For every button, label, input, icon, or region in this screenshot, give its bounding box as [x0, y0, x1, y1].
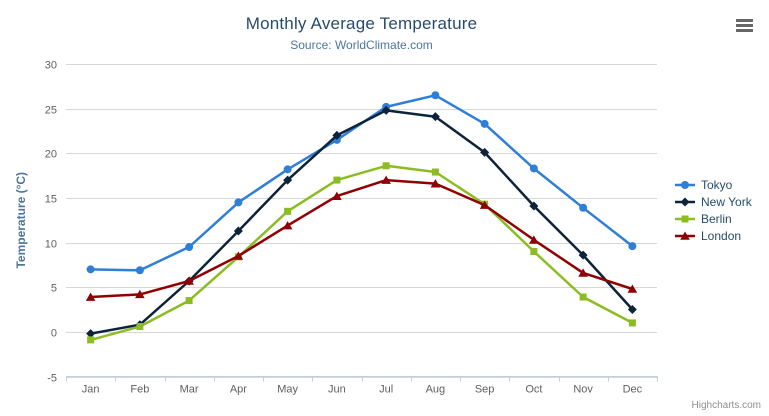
- hamburger-icon: [736, 29, 753, 32]
- series-new-york: [86, 105, 637, 339]
- y-tick-label: 10: [45, 239, 57, 251]
- data-point-marker[interactable]: [479, 200, 490, 209]
- data-point-marker[interactable]: [579, 293, 587, 301]
- series-line: [89, 109, 634, 335]
- data-point-marker[interactable]: [233, 251, 244, 260]
- data-point-marker[interactable]: [480, 147, 490, 157]
- x-tick-label: Apr: [230, 384, 247, 396]
- data-point-marker[interactable]: [382, 162, 390, 170]
- legend-item-tokyo[interactable]: Tokyo: [674, 177, 752, 192]
- data-point-marker[interactable]: [87, 336, 95, 344]
- data-point-marker[interactable]: [627, 284, 638, 293]
- data-point-marker[interactable]: [86, 329, 96, 339]
- y-tick-label: 5: [51, 283, 57, 295]
- x-tick-label: Jul: [379, 384, 393, 396]
- data-point-marker[interactable]: [529, 235, 539, 244]
- triangle-legend-marker-icon: [675, 231, 695, 240]
- data-point-marker[interactable]: [578, 250, 588, 260]
- series-london: [85, 175, 638, 301]
- data-point-marker[interactable]: [135, 266, 144, 275]
- data-point-marker[interactable]: [578, 268, 588, 277]
- data-point-marker[interactable]: [430, 112, 440, 122]
- legend: Tokyo New York Berlin London: [674, 177, 752, 243]
- data-point-marker[interactable]: [136, 323, 144, 330]
- x-tick-label: May: [277, 384, 298, 396]
- data-point-marker[interactable]: [185, 243, 194, 252]
- y-tick-label: -5: [47, 373, 57, 385]
- x-tick-label: Feb: [130, 384, 149, 396]
- square-icon: [681, 215, 689, 222]
- legend-item-london[interactable]: London: [674, 228, 752, 243]
- data-point-marker[interactable]: [628, 242, 637, 251]
- chart-subtitle: Source: WorldClimate.com: [290, 38, 433, 52]
- x-tick-label: Aug: [426, 384, 446, 396]
- series-line: [89, 164, 634, 342]
- data-point-marker[interactable]: [480, 119, 489, 128]
- chart-title: Monthly Average Temperature: [245, 14, 478, 33]
- data-point-marker[interactable]: [579, 203, 588, 212]
- data-point-marker[interactable]: [283, 165, 292, 174]
- data-point-marker[interactable]: [628, 319, 636, 327]
- circle-legend-marker-icon: [675, 180, 695, 189]
- data-point-marker[interactable]: [431, 91, 440, 100]
- chart-context-menu-button[interactable]: [735, 18, 754, 33]
- y-axis-labels: 30 25 20 15 10 5 0 -5: [45, 60, 57, 385]
- legend-item-berlin[interactable]: Berlin: [674, 211, 752, 226]
- data-point-marker[interactable]: [233, 226, 243, 236]
- square-legend-marker-icon: [675, 215, 695, 222]
- series-line: [89, 178, 634, 299]
- highcharts-credit[interactable]: Highcharts.com: [691, 400, 761, 411]
- legend-label: London: [701, 228, 742, 243]
- data-point-marker[interactable]: [431, 168, 439, 176]
- data-point-marker[interactable]: [332, 191, 342, 200]
- y-gridlines: [66, 64, 657, 378]
- diamond-legend-marker-icon: [675, 197, 695, 206]
- legend-label: Tokyo: [701, 177, 733, 192]
- x-axis: Jan Feb Mar Apr May Jun Jul Aug Sep Oct Nov Dec: [66, 376, 658, 396]
- data-point-marker[interactable]: [529, 201, 539, 211]
- data-point-marker[interactable]: [381, 175, 391, 184]
- data-point-marker[interactable]: [381, 105, 391, 115]
- x-tick-label: Jun: [328, 384, 346, 396]
- x-tick-label: Oct: [525, 384, 542, 396]
- legend-label: New York: [701, 194, 752, 209]
- data-point-marker[interactable]: [282, 221, 293, 230]
- data-point-marker[interactable]: [283, 175, 293, 185]
- y-tick-label: 25: [45, 105, 57, 117]
- x-tick-label: Jan: [82, 384, 100, 396]
- data-point-marker[interactable]: [234, 198, 243, 207]
- data-point-marker[interactable]: [332, 130, 342, 140]
- data-point-marker[interactable]: [85, 292, 96, 301]
- data-point-marker[interactable]: [530, 248, 538, 255]
- legend-item-new-york[interactable]: New York: [674, 194, 752, 209]
- data-point-marker[interactable]: [135, 289, 145, 299]
- legend-label: Berlin: [701, 211, 732, 226]
- y-tick-label: 30: [45, 60, 57, 72]
- hamburger-icon: [736, 24, 753, 27]
- data-point-marker[interactable]: [529, 164, 538, 173]
- hamburger-icon: [736, 19, 753, 22]
- data-point-marker[interactable]: [430, 179, 441, 188]
- x-tick-label: Mar: [180, 384, 199, 396]
- data-point-marker[interactable]: [185, 297, 193, 305]
- data-point-marker[interactable]: [86, 265, 95, 274]
- x-tick-label: Sep: [475, 384, 495, 396]
- data-point-marker[interactable]: [333, 176, 341, 184]
- data-point-marker[interactable]: [184, 276, 194, 285]
- y-tick-label: 15: [45, 194, 57, 206]
- diamond-icon: [680, 197, 690, 206]
- y-tick-label: 0: [51, 328, 57, 340]
- series-tokyo: [86, 91, 637, 275]
- y-axis-title: Temperature (°C): [14, 172, 28, 269]
- triangle-icon: [680, 231, 690, 240]
- data-point-marker[interactable]: [627, 305, 637, 315]
- x-tick-label: Dec: [623, 384, 643, 396]
- y-tick-label: 20: [45, 149, 57, 161]
- data-point-marker[interactable]: [284, 207, 292, 215]
- x-tick-label: Nov: [573, 384, 593, 396]
- circle-icon: [681, 180, 689, 189]
